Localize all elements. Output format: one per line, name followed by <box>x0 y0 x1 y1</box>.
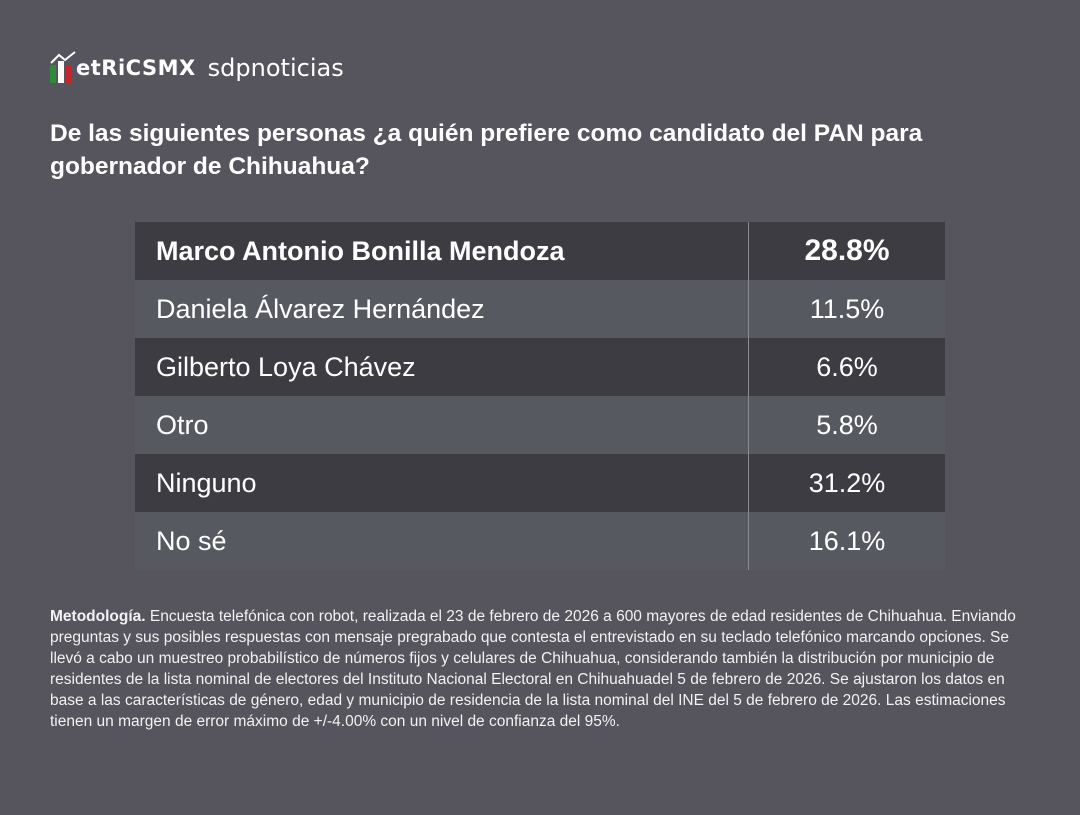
candidate-name: Otro <box>135 396 749 454</box>
candidate-name: No sé <box>135 512 749 570</box>
candidate-name: Marco Antonio Bonilla Mendoza <box>135 222 749 280</box>
methodology: Metodología. Encuesta telefónica con rob… <box>50 606 1035 732</box>
methodology-label: Metodología. <box>50 608 146 625</box>
table-row: Gilberto Loya Chávez 6.6% <box>135 338 945 396</box>
percentage: 6.6% <box>816 351 878 382</box>
table-row: Marco Antonio Bonilla Mendoza 28.8% <box>135 222 945 280</box>
candidate-name: Ninguno <box>135 454 749 512</box>
percentage: 31.2% <box>808 467 886 498</box>
percentage: 5.8% <box>816 409 878 440</box>
table-row: Otro 5.8% <box>135 396 945 454</box>
candidate-name: Daniela Álvarez Hernández <box>135 280 749 338</box>
results-table: Marco Antonio Bonilla Mendoza 28.8% Daniel… <box>135 222 945 570</box>
title: De las siguientes personas ¿a quién pref… <box>50 120 923 180</box>
logo: etRiCSMX sdpnoticias <box>50 50 344 86</box>
table-row: Daniela Álvarez Hernández 11.5% <box>135 280 945 338</box>
percentage: 11.5% <box>809 293 885 324</box>
table-row: Ninguno 31.2% <box>135 454 945 512</box>
logo-text: etRiCSMX <box>76 56 196 80</box>
percentage: 28.8% <box>804 234 890 267</box>
methodology-text: Encuesta telefónica con robot, realizada… <box>50 608 1016 730</box>
table-row: No sé 16.1% <box>135 512 945 570</box>
brand: sdpnoticias <box>207 54 344 82</box>
percentage: 16.1% <box>808 525 886 556</box>
logo-icon <box>50 51 76 83</box>
candidate-name: Gilberto Loya Chávez <box>135 338 749 396</box>
